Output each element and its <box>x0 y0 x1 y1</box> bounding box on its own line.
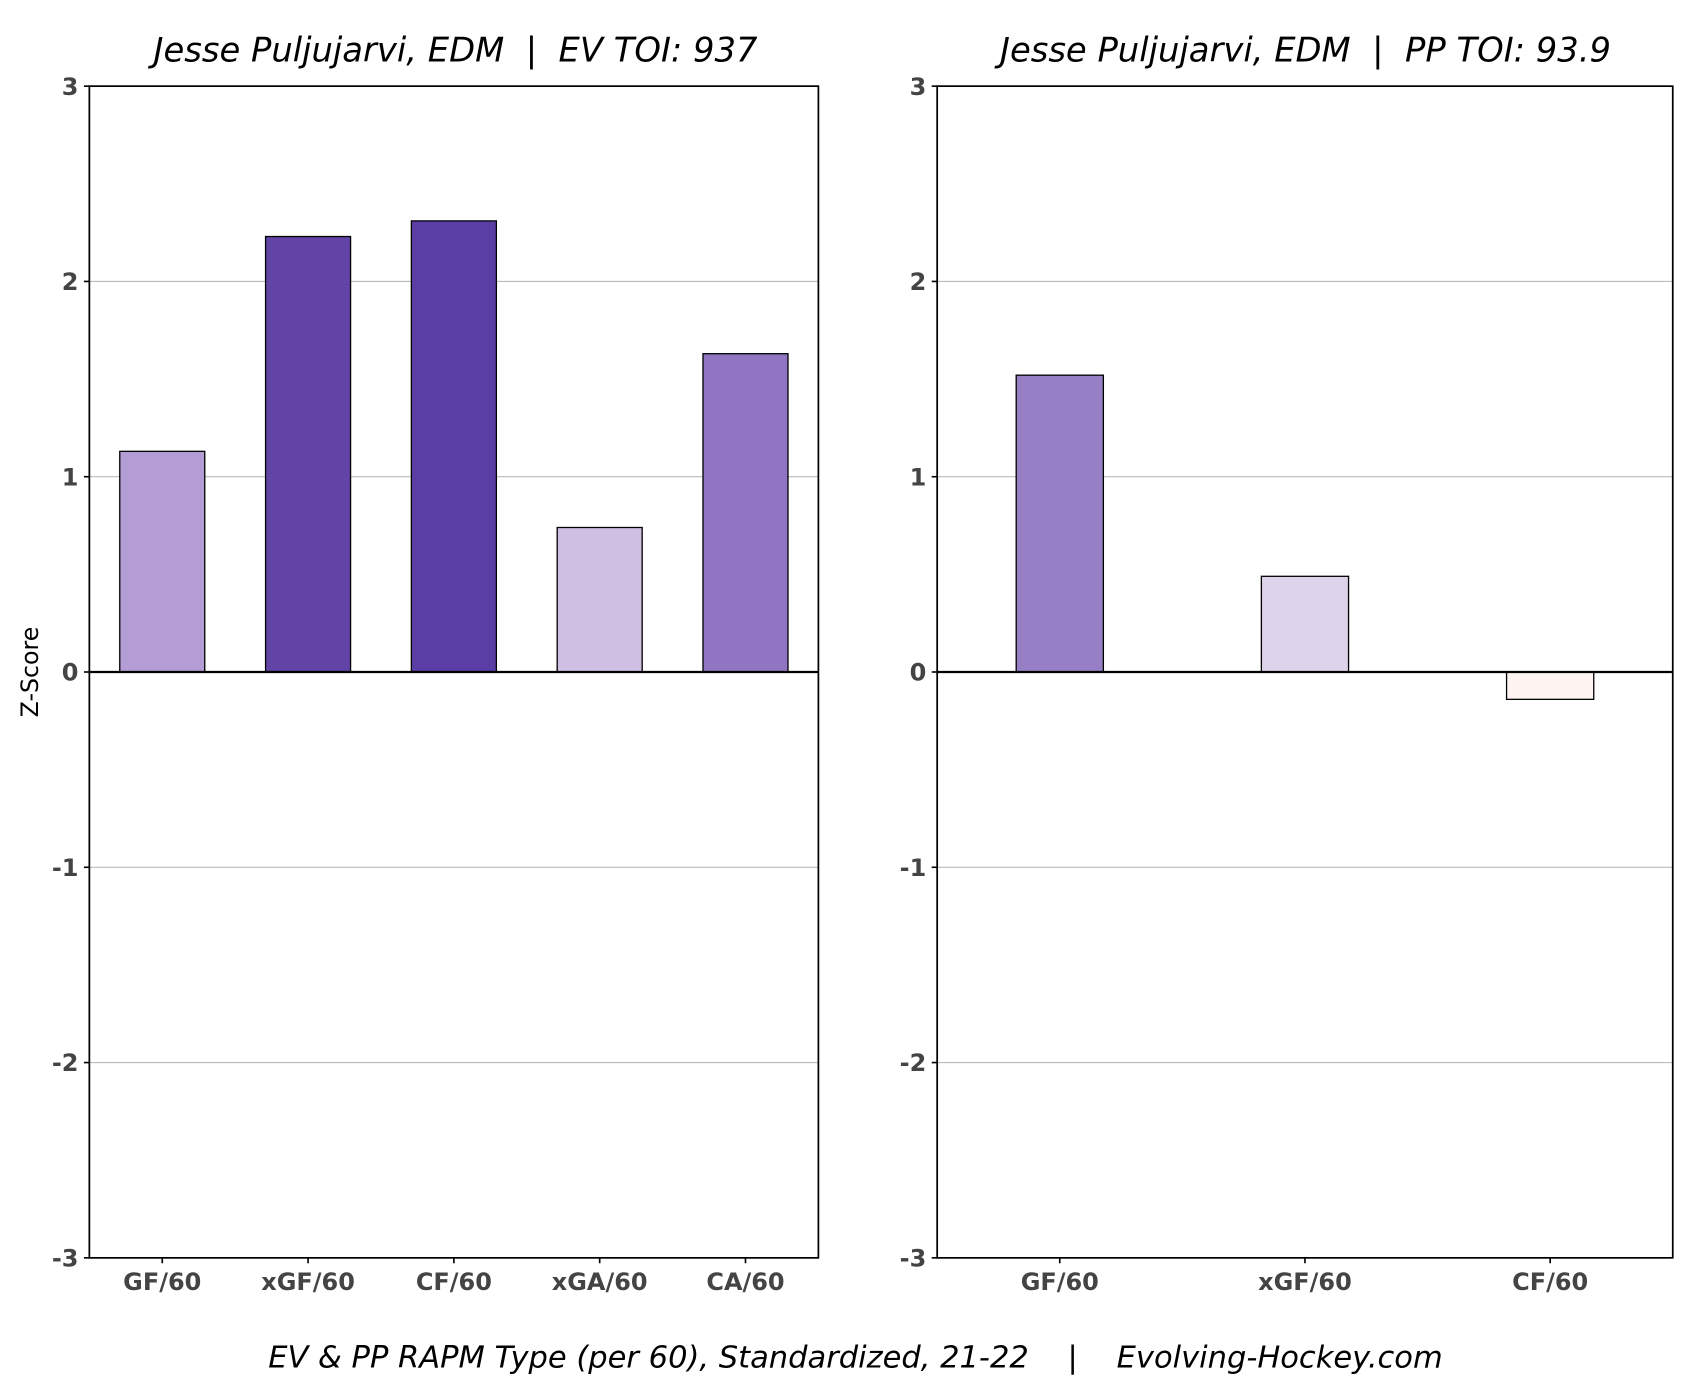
ev-y-tick-label: 1 <box>62 463 79 491</box>
pp-x-tick-label: xGF/60 <box>1258 1268 1352 1296</box>
pp-y-tick-label: -1 <box>900 854 927 882</box>
ev-bar-ca-60 <box>702 353 789 673</box>
pp-y-tick-label: 3 <box>910 73 927 101</box>
ev-plot-frame <box>88 85 820 1259</box>
ev-bar-xgf-60 <box>264 235 352 673</box>
ev-x-tick-label: xGF/60 <box>261 1268 355 1296</box>
ev-x-tick-label: GF/60 <box>123 1268 201 1296</box>
ev-chart-title: Jesse Puljujarvi, EDM | EV TOI: 937 <box>147 31 758 70</box>
pp-y-tick-label: 0 <box>910 659 927 687</box>
ev-x-tick-label: xGA/60 <box>552 1268 648 1296</box>
pp-y-tick-label: -2 <box>900 1049 927 1077</box>
ev-bar-gf-60 <box>119 450 206 673</box>
ev-x-tick-label: CA/60 <box>706 1268 784 1296</box>
pp-chart-title: Jesse Puljujarvi, EDM | PP TOI: 93.9 <box>994 31 1611 70</box>
ev-y-tick-label: -3 <box>52 1245 79 1273</box>
pp-bar-xgf-60 <box>1260 575 1350 673</box>
pp-x-tick-label: GF/60 <box>1021 1268 1099 1296</box>
y-axis-label: Z-Score <box>16 627 44 718</box>
pp-bar-gf-60 <box>1015 374 1105 673</box>
pp-x-tick-label: CF/60 <box>1512 1268 1588 1296</box>
caption: EV & PP RAPM Type (per 60), Standardized… <box>268 1341 1442 1376</box>
ev-y-tick-label: -1 <box>52 854 79 882</box>
ev-y-tick-label: 2 <box>62 268 79 296</box>
ev-y-tick-label: -2 <box>52 1049 79 1077</box>
pp-y-tick-label: 2 <box>910 268 927 296</box>
pp-y-tick-label: 1 <box>910 463 927 491</box>
ev-y-tick-label: 3 <box>62 73 79 101</box>
pp-plot-frame <box>936 85 1674 1259</box>
ev-bar-xga-60 <box>556 526 643 673</box>
ev-bar-cf-60 <box>410 220 498 673</box>
pp-y-tick-label: -3 <box>900 1245 927 1273</box>
ev-y-tick-label: 0 <box>62 659 79 687</box>
pp-bar-cf-60 <box>1505 671 1595 700</box>
ev-x-tick-label: CF/60 <box>416 1268 492 1296</box>
